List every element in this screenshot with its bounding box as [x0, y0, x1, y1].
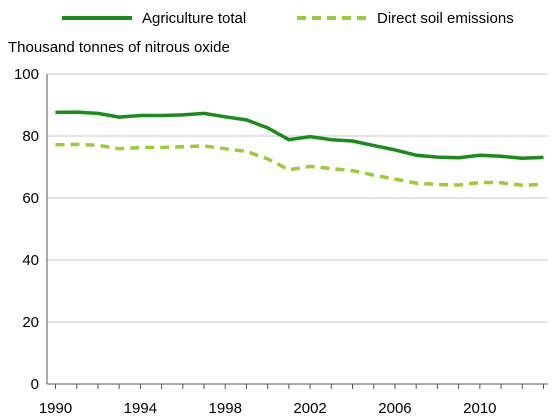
y-tick-label: 60: [22, 190, 39, 207]
y-tick-label: 40: [22, 252, 39, 269]
gridlines: [47, 73, 548, 323]
y-axis-title: Thousand tonnes of nitrous oxide: [8, 39, 230, 56]
y-tick-label: 80: [22, 128, 39, 145]
legend-label: Direct soil emissions: [377, 10, 514, 27]
x-tick-label: 1990: [39, 400, 72, 417]
legend: Agriculture total Direct soil emissions: [62, 10, 514, 27]
y-tick-label: 0: [31, 376, 39, 393]
legend-label: Agriculture total: [142, 10, 246, 27]
x-tick-label: 1994: [124, 400, 157, 417]
series-lines: [55, 110, 544, 188]
y-tick-labels: 0 20 40 60 80 100: [14, 66, 39, 393]
x-tick-label: 2002: [293, 400, 326, 417]
x-tick-label: 1998: [209, 400, 242, 417]
axes: [46, 74, 548, 389]
series-line-agriculture-total: [55, 110, 544, 161]
x-tick-label: 2006: [378, 400, 411, 417]
x-tick-labels: 1990 1994 1998 2002 2006 2010: [39, 400, 497, 417]
y-tick-label: 100: [14, 66, 39, 83]
x-tick-label: 2010: [463, 400, 496, 417]
y-tick-label: 20: [22, 314, 39, 331]
series-line-direct-soil-emissions: [55, 142, 544, 188]
